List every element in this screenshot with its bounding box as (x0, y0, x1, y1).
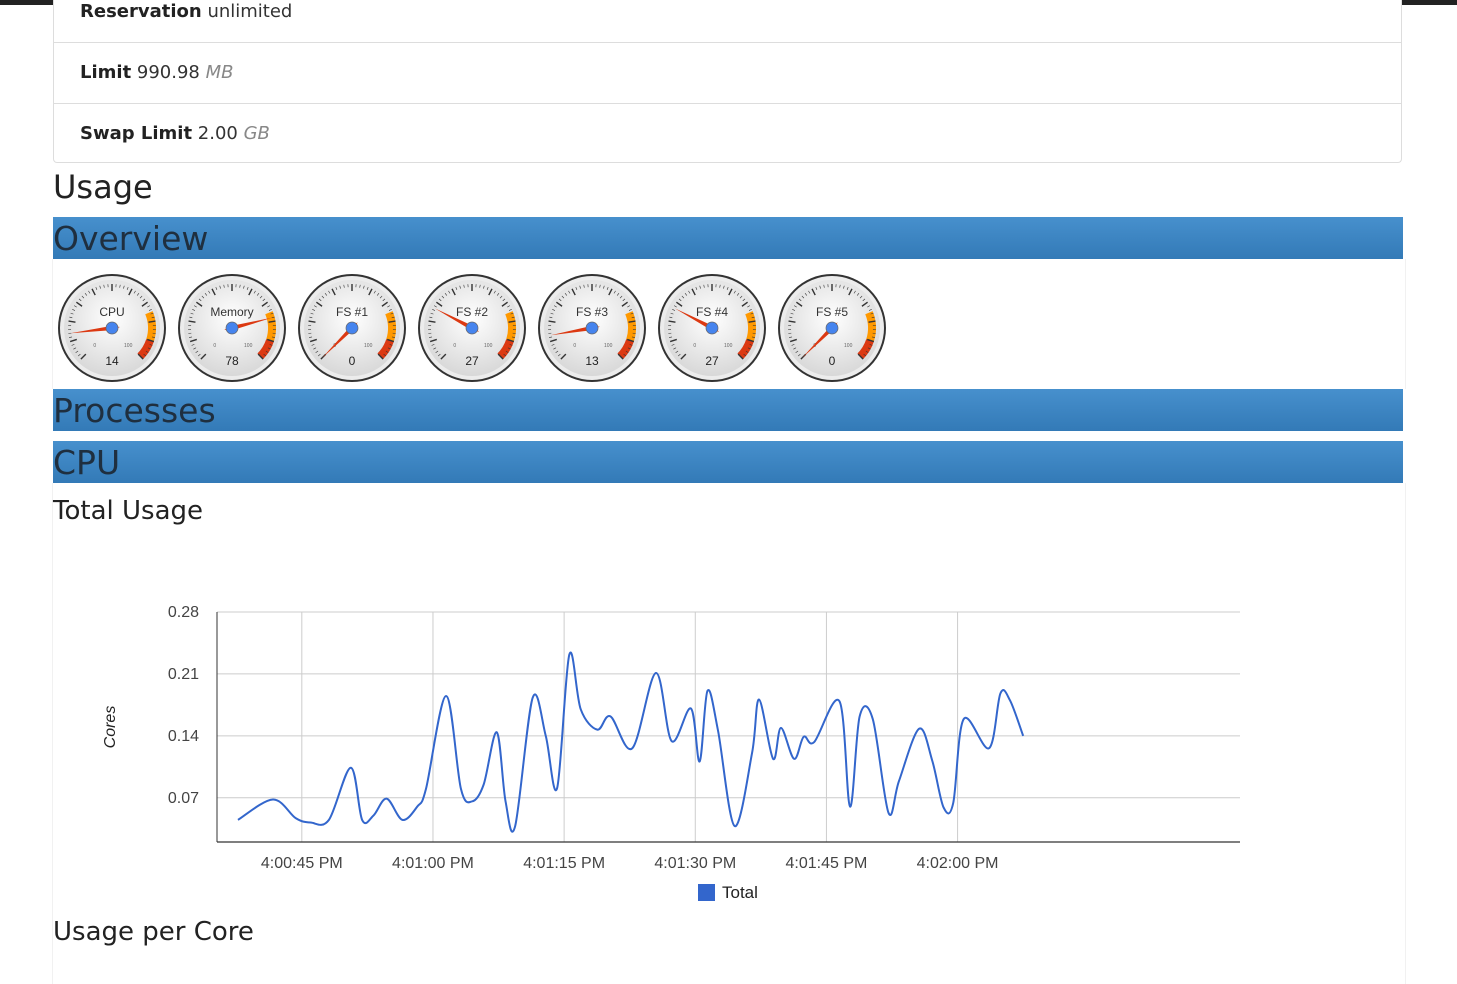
gauge-label: FS #4 (696, 305, 728, 319)
swap-limit-value: 2.00 (197, 123, 238, 144)
gauge-value: 13 (585, 354, 599, 368)
x-tick-label: 4:01:00 PM (392, 855, 474, 872)
cpu-title: CPU (53, 443, 121, 482)
usage-heading: Usage (53, 168, 153, 206)
series-line-total (237, 651, 1025, 833)
x-tick-label: 4:00:45 PM (261, 855, 343, 872)
gauge-min-label: 0 (573, 343, 576, 349)
y-axis-title: Cores (102, 706, 119, 749)
legend-swatch-total (698, 884, 715, 901)
gauge-label: FS #5 (816, 305, 848, 319)
gauge-value: 27 (465, 354, 479, 368)
total-usage-heading: Total Usage (53, 496, 203, 526)
reservation-value: unlimited (207, 1, 293, 22)
y-tick-label: 0.07 (168, 790, 199, 807)
gauge-yellow-band (145, 311, 156, 342)
swap-limit-unit: GB (243, 123, 270, 144)
limits-panel: Reservation unlimited Limit 990.98 MB Sw… (53, 0, 1402, 163)
limit-label: Limit (80, 62, 132, 83)
gauge-fs-2: 0 100 FS #2 27 (418, 274, 526, 382)
y-tick-label: 0.28 (168, 604, 199, 621)
gauge-min-label: 0 (693, 343, 696, 349)
x-tick-label: 4:01:45 PM (786, 855, 868, 872)
gauge-hub (585, 321, 599, 335)
gauge-min-label: 0 (213, 343, 216, 349)
gauge-hub (465, 321, 479, 335)
overview-title: Overview (53, 219, 209, 258)
gauge-memory: 0 100 Memory 78 (178, 274, 286, 382)
gauge-hub (105, 321, 119, 335)
reservation-row: Reservation unlimited (54, 0, 1401, 43)
gauge-value: 0 (829, 354, 836, 368)
gauge-fs-4: 0 100 FS #4 27 (658, 274, 766, 382)
gauge-max-label: 100 (124, 343, 133, 349)
x-tick-label: 4:01:15 PM (523, 855, 605, 872)
gauge-hub (345, 321, 359, 335)
gauge-yellow-band (505, 311, 516, 342)
gauge-label: FS #3 (576, 305, 608, 319)
cpu-body (52, 483, 1406, 984)
limit-row: Limit 990.98 MB (54, 43, 1401, 104)
cpu-header[interactable]: CPU (53, 441, 1403, 483)
gauge-fs-3: 0 100 FS #3 13 (538, 274, 646, 382)
gauge-max-label: 100 (244, 343, 253, 349)
overview-header[interactable]: Overview (53, 217, 1403, 259)
gauge-value: 78 (225, 354, 239, 368)
gauge-strip: 0 100 CPU 14 0 100 Memory 78 0 100 FS #1 0 0 100 FS… (57, 273, 897, 385)
processes-title: Processes (53, 391, 216, 430)
gauge-max-label: 100 (364, 343, 373, 349)
gauge-max-label: 100 (844, 343, 853, 349)
gauge-hub (825, 321, 839, 335)
gauge-label: FS #2 (456, 305, 488, 319)
y-tick-label: 0.21 (168, 666, 199, 683)
gauge-min-label: 0 (453, 343, 456, 349)
gauge-value: 14 (105, 354, 119, 368)
x-tick-label: 4:02:00 PM (917, 855, 999, 872)
gauge-hub (225, 321, 239, 335)
legend-label-total: Total (722, 883, 758, 902)
usage-per-core-heading: Usage per Core (53, 917, 254, 947)
gauge-label: Memory (210, 305, 253, 319)
gauge-yellow-band (865, 311, 876, 342)
gauge-label: FS #1 (336, 305, 368, 319)
processes-header[interactable]: Processes (53, 389, 1403, 431)
gauge-value: 0 (349, 354, 356, 368)
y-tick-label: 0.14 (168, 728, 199, 745)
gauge-yellow-band (385, 311, 396, 342)
gauge-hub (705, 321, 719, 335)
swap-limit-label: Swap Limit (80, 123, 193, 144)
swap-limit-row: Swap Limit 2.00 GB (54, 104, 1401, 165)
x-tick-label: 4:01:30 PM (654, 855, 736, 872)
gauge-max-label: 100 (484, 343, 493, 349)
gauge-min-label: 0 (93, 343, 96, 349)
overview-body (52, 259, 1406, 389)
gauge-yellow-band (625, 311, 636, 342)
gauge-max-label: 100 (724, 343, 733, 349)
gauge-cpu: 0 100 CPU 14 (58, 274, 166, 382)
gauge-value: 27 (705, 354, 719, 368)
limit-unit: MB (205, 62, 234, 83)
reservation-label: Reservation (80, 1, 202, 22)
limit-value: 990.98 (136, 62, 200, 83)
total-usage-chart: 0.28 0.21 0.14 0.07 4:00:45 PM 4:01:00 PM 4:01… (102, 604, 1240, 872)
gauge-label: CPU (99, 305, 124, 319)
gauge-max-label: 100 (604, 343, 613, 349)
gauge-yellow-band (745, 311, 756, 342)
